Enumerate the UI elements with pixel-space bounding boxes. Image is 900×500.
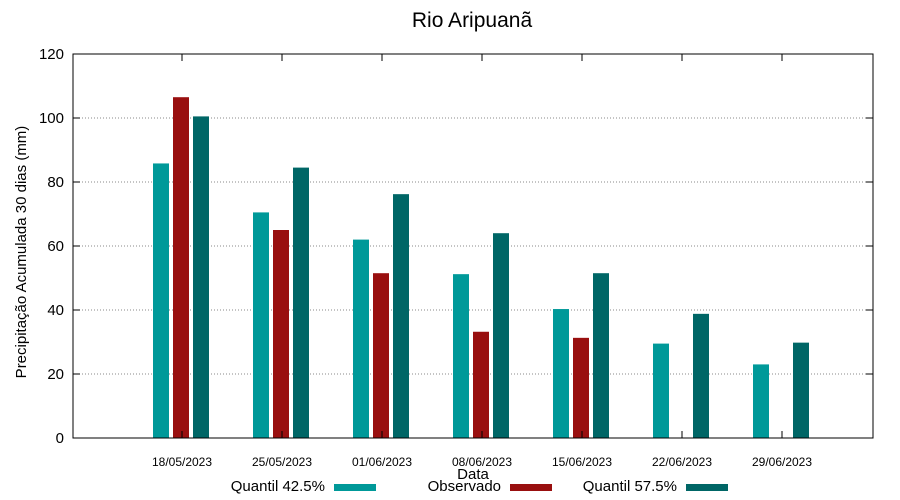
bar-observado-3 xyxy=(473,331,489,438)
legend-swatch xyxy=(510,484,552,491)
x-tick-label: 01/06/2023 xyxy=(352,455,412,469)
y-tick-label: 0 xyxy=(56,430,64,447)
x-tick-label: 25/05/2023 xyxy=(252,455,312,469)
bar-quantil-42-5--0 xyxy=(153,163,169,438)
bars-group xyxy=(153,97,809,439)
y-tick-label: 20 xyxy=(47,366,64,383)
x-tick-label: 22/06/2023 xyxy=(652,455,712,469)
bar-quantil-57-5--1 xyxy=(293,167,309,438)
bar-quantil-57-5--6 xyxy=(793,342,809,438)
legend-label: Observado xyxy=(428,478,501,495)
y-tick-label: 80 xyxy=(47,174,64,191)
legend-label: Quantil 57.5% xyxy=(583,478,677,495)
y-tick-label: 60 xyxy=(47,238,64,255)
bar-observado-2 xyxy=(373,273,389,438)
bar-quantil-57-5--3 xyxy=(493,233,509,438)
bar-quantil-42-5--2 xyxy=(353,239,369,438)
legend-label: Quantil 42.5% xyxy=(231,478,325,495)
x-tick-label: 18/05/2023 xyxy=(152,455,212,469)
bar-observado-4 xyxy=(573,337,589,438)
x-axis-label: Data xyxy=(457,466,489,483)
x-axis-ticks: 18/05/2023 25/05/2023 01/06/2023 08/06/2023… xyxy=(152,54,812,469)
y-tick-label: 120 xyxy=(39,46,64,63)
bar-quantil-42-5--1 xyxy=(253,212,269,438)
bar-quantil-42-5--3 xyxy=(453,274,469,438)
chart-title: Rio Aripuanã xyxy=(412,9,533,32)
legend-swatch xyxy=(686,484,728,491)
x-tick-label: 08/06/2023 xyxy=(452,455,512,469)
bar-quantil-57-5--0 xyxy=(193,116,209,439)
bar-quantil-42-5--6 xyxy=(753,364,769,438)
y-tick-label: 100 xyxy=(39,110,64,127)
y-axis-ticks: 0 20 40 60 80 100 120 xyxy=(39,46,873,447)
bar-quantil-57-5--4 xyxy=(593,273,609,438)
bar-quantil-42-5--5 xyxy=(653,343,669,438)
bar-observado-1 xyxy=(273,230,289,438)
x-tick-label: 29/06/2023 xyxy=(752,455,812,469)
y-tick-label: 40 xyxy=(47,302,64,319)
bar-observado-0 xyxy=(173,97,189,438)
bar-quantil-57-5--2 xyxy=(393,194,409,438)
bar-quantil-57-5--5 xyxy=(693,313,709,438)
bar-quantil-42-5--4 xyxy=(553,309,569,438)
legend-swatch xyxy=(334,484,376,491)
x-tick-label: 15/06/2023 xyxy=(552,455,612,469)
y-axis-label: Precipitação Acumulada 30 dias (mm) xyxy=(13,126,30,379)
legend: Quantil 42.5% Observado Quantil 57.5% xyxy=(231,478,728,495)
